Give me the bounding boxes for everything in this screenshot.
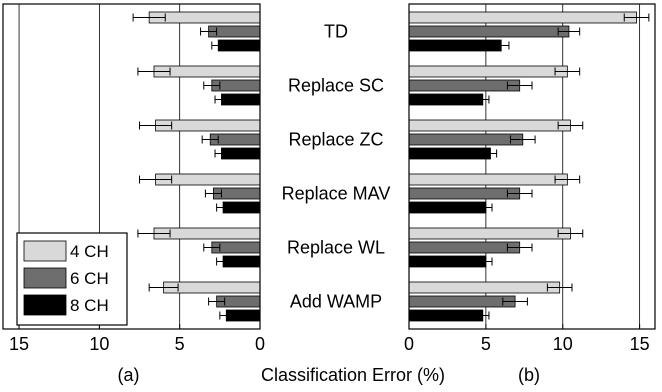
bar-6ch (408, 187, 521, 200)
bar-6ch (408, 79, 521, 92)
x-tick-label: 15 (9, 334, 29, 354)
x-tick-label: 15 (630, 334, 650, 354)
category-label: Add WAMP (290, 292, 382, 312)
panel-a: 15 10 5 0 (a) (2, 3, 265, 385)
bar-8ch (408, 147, 491, 160)
x-tick-label: 10 (89, 334, 109, 354)
bar-4ch (408, 281, 561, 294)
category-label: Replace SC (288, 76, 384, 96)
panel-b: 0 5 10 15 (b) (404, 3, 656, 385)
bar-8ch (408, 201, 487, 214)
panel-label: (a) (118, 365, 140, 385)
legend-label: 8 CH (70, 296, 109, 315)
bar-8ch (408, 93, 484, 106)
bar-6ch (408, 295, 516, 308)
x-tick-label: 5 (481, 334, 491, 354)
bar-4ch (408, 173, 568, 186)
x-tick-label: 0 (404, 334, 414, 354)
bar-8ch (408, 39, 502, 52)
bar-4ch (408, 11, 637, 24)
category-label: Replace WL (287, 238, 385, 258)
axes-frame (408, 3, 656, 330)
bar-4ch (408, 227, 571, 240)
panel-label: (b) (518, 365, 540, 385)
category-label: TD (324, 22, 348, 42)
legend-swatch (23, 240, 67, 262)
bar-6ch (408, 25, 570, 38)
x-tick-label: 5 (175, 334, 185, 354)
axes-frame (2, 3, 261, 330)
x-tick-label: 0 (255, 334, 265, 354)
x-tick-label: 10 (553, 334, 573, 354)
legend: 4 CH 6 CH 8 CH (16, 232, 128, 326)
bar-4ch (408, 65, 568, 78)
bar-6ch (408, 133, 524, 146)
bar-8ch (408, 255, 487, 268)
legend-swatch (23, 267, 67, 289)
category-label: Replace MAV (282, 184, 391, 204)
category-label: Replace ZC (288, 130, 383, 150)
x-axis-label: Classification Error (%) (261, 365, 445, 385)
bar-4ch (148, 11, 261, 24)
legend-swatch (23, 294, 67, 316)
bar-6ch (408, 241, 521, 254)
bar-4ch (408, 119, 571, 132)
bar-8ch (408, 309, 484, 322)
legend-label: 6 CH (70, 269, 109, 288)
legend-label: 4 CH (70, 242, 109, 261)
